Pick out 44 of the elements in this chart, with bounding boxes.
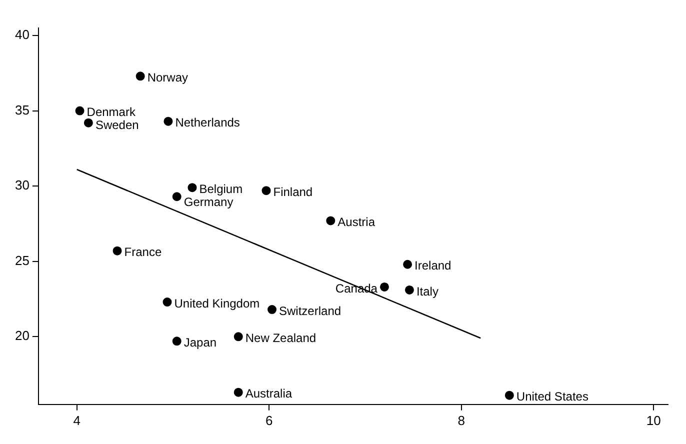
point	[380, 282, 389, 292]
y-tick-label: 25	[14, 252, 30, 268]
y-tick-label: 30	[14, 178, 30, 193]
annotation: New Zealand	[245, 330, 316, 345]
y-tick-label: 40	[14, 27, 30, 42]
point	[268, 305, 277, 314]
annotation: Italy	[416, 284, 438, 298]
point	[188, 183, 197, 192]
point	[403, 260, 412, 269]
annotation: Japan	[184, 335, 217, 350]
point	[262, 186, 271, 196]
annotation: Australia	[245, 386, 292, 401]
annotation: Germany	[184, 194, 234, 209]
x-tick-label: 4	[73, 412, 81, 428]
point	[504, 390, 514, 400]
point	[84, 118, 93, 128]
annotation: United Kingdom	[174, 296, 260, 310]
point	[136, 72, 145, 81]
y-tick-label: 20	[14, 328, 30, 344]
annotation: Ireland	[414, 258, 452, 273]
annotation: Austria	[338, 215, 376, 230]
annotation: Norway	[147, 70, 188, 84]
x-tick-label: 6	[266, 412, 273, 428]
point	[164, 116, 173, 126]
point	[234, 388, 243, 397]
annotation: Belgium	[199, 182, 243, 196]
point	[75, 106, 84, 116]
point	[404, 285, 414, 294]
annotation: France	[124, 245, 162, 260]
annotation: Netherlands	[175, 116, 240, 130]
y-tick-label: 35	[14, 102, 30, 118]
point	[326, 216, 336, 226]
annotation: Denmark	[86, 105, 136, 120]
point	[112, 246, 122, 256]
x-tick-label: 8	[458, 412, 465, 428]
point	[234, 332, 243, 342]
point	[172, 336, 182, 346]
point	[172, 192, 182, 202]
annotation: Finland	[273, 184, 313, 199]
point	[162, 298, 172, 307]
annotation: United States	[516, 390, 588, 404]
x-tick-label: 10	[646, 412, 661, 428]
annotation: Sweden	[95, 118, 139, 132]
annotation: Switzerland	[279, 304, 342, 318]
